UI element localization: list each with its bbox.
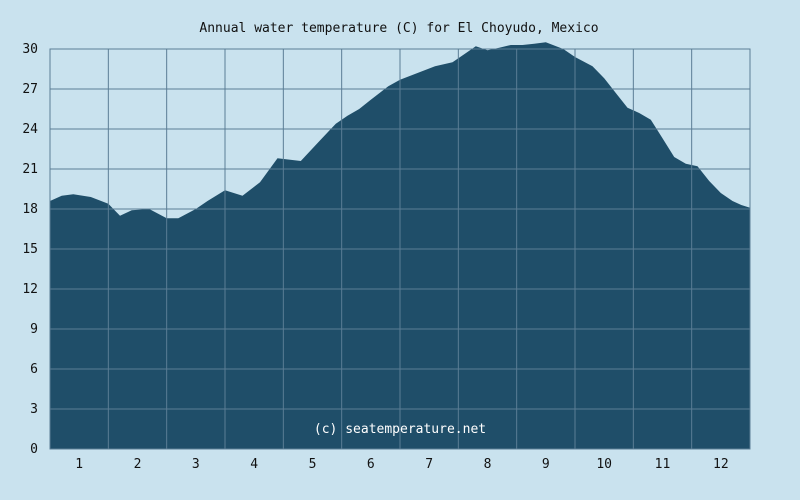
plot-frame [49, 48, 751, 450]
x-tick-label: 9 [542, 457, 550, 472]
credit-watermark: (c) seatemperature.net [314, 422, 486, 437]
chart-title: Annual water temperature (C) for El Choy… [199, 21, 598, 36]
y-tick-label: 27 [22, 82, 38, 97]
y-tick-label: 9 [30, 322, 38, 337]
y-tick-label: 21 [22, 162, 38, 177]
x-tick-label: 2 [134, 457, 142, 472]
y-tick-label: 24 [22, 122, 38, 137]
y-tick-label: 30 [22, 42, 38, 57]
y-axis-ticks: 0 3 6 9 12 15 18 21 24 27 30 [22, 42, 38, 457]
x-tick-label: 7 [425, 457, 433, 472]
x-tick-label: 6 [367, 457, 375, 472]
x-tick-label: 10 [596, 457, 612, 472]
x-tick-label: 4 [250, 457, 258, 472]
x-tick-label: 1 [75, 457, 83, 472]
x-tick-label: 5 [309, 457, 317, 472]
x-tick-label: 11 [655, 457, 671, 472]
x-tick-label: 12 [713, 457, 729, 472]
grid [50, 48, 750, 450]
y-tick-label: 0 [30, 442, 38, 457]
x-tick-label: 8 [484, 457, 492, 472]
y-tick-label: 6 [30, 362, 38, 377]
y-tick-label: 12 [22, 282, 38, 297]
x-axis-ticks: 1 2 3 4 5 6 7 8 9 10 11 12 [75, 457, 728, 472]
y-tick-label: 18 [22, 202, 38, 217]
y-tick-label: 15 [22, 242, 38, 257]
x-tick-label: 3 [192, 457, 200, 472]
y-tick-label: 3 [30, 402, 38, 417]
